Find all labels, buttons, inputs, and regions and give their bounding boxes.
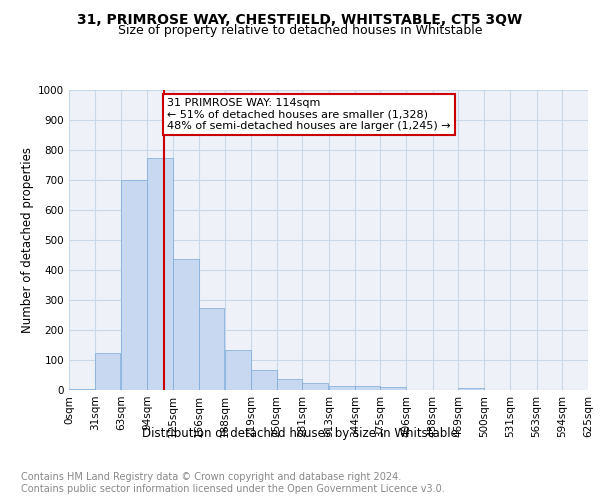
Bar (380, 387, 406, 390)
Bar (121, 180, 147, 390)
Y-axis label: Number of detached properties: Number of detached properties (21, 147, 34, 333)
Text: Distribution of detached houses by size in Whitstable: Distribution of detached houses by size … (142, 428, 458, 440)
Bar (251, 370, 277, 390)
Bar (302, 382, 328, 390)
Bar (355, 386, 380, 390)
Bar (458, 388, 484, 390)
Bar (147, 158, 173, 390)
Bar (329, 386, 355, 390)
Text: Size of property relative to detached houses in Whitstable: Size of property relative to detached ho… (118, 24, 482, 37)
Text: 31 PRIMROSE WAY: 114sqm
← 51% of detached houses are smaller (1,328)
48% of semi: 31 PRIMROSE WAY: 114sqm ← 51% of detache… (167, 98, 451, 130)
Text: Contains HM Land Registry data © Crown copyright and database right 2024.
Contai: Contains HM Land Registry data © Crown c… (21, 472, 445, 494)
Bar (69, 388, 95, 390)
Bar (225, 350, 251, 390)
Bar (277, 378, 302, 390)
Bar (199, 308, 224, 390)
Text: 31, PRIMROSE WAY, CHESTFIELD, WHITSTABLE, CT5 3QW: 31, PRIMROSE WAY, CHESTFIELD, WHITSTABLE… (77, 12, 523, 26)
Bar (173, 258, 199, 390)
Bar (95, 352, 121, 390)
